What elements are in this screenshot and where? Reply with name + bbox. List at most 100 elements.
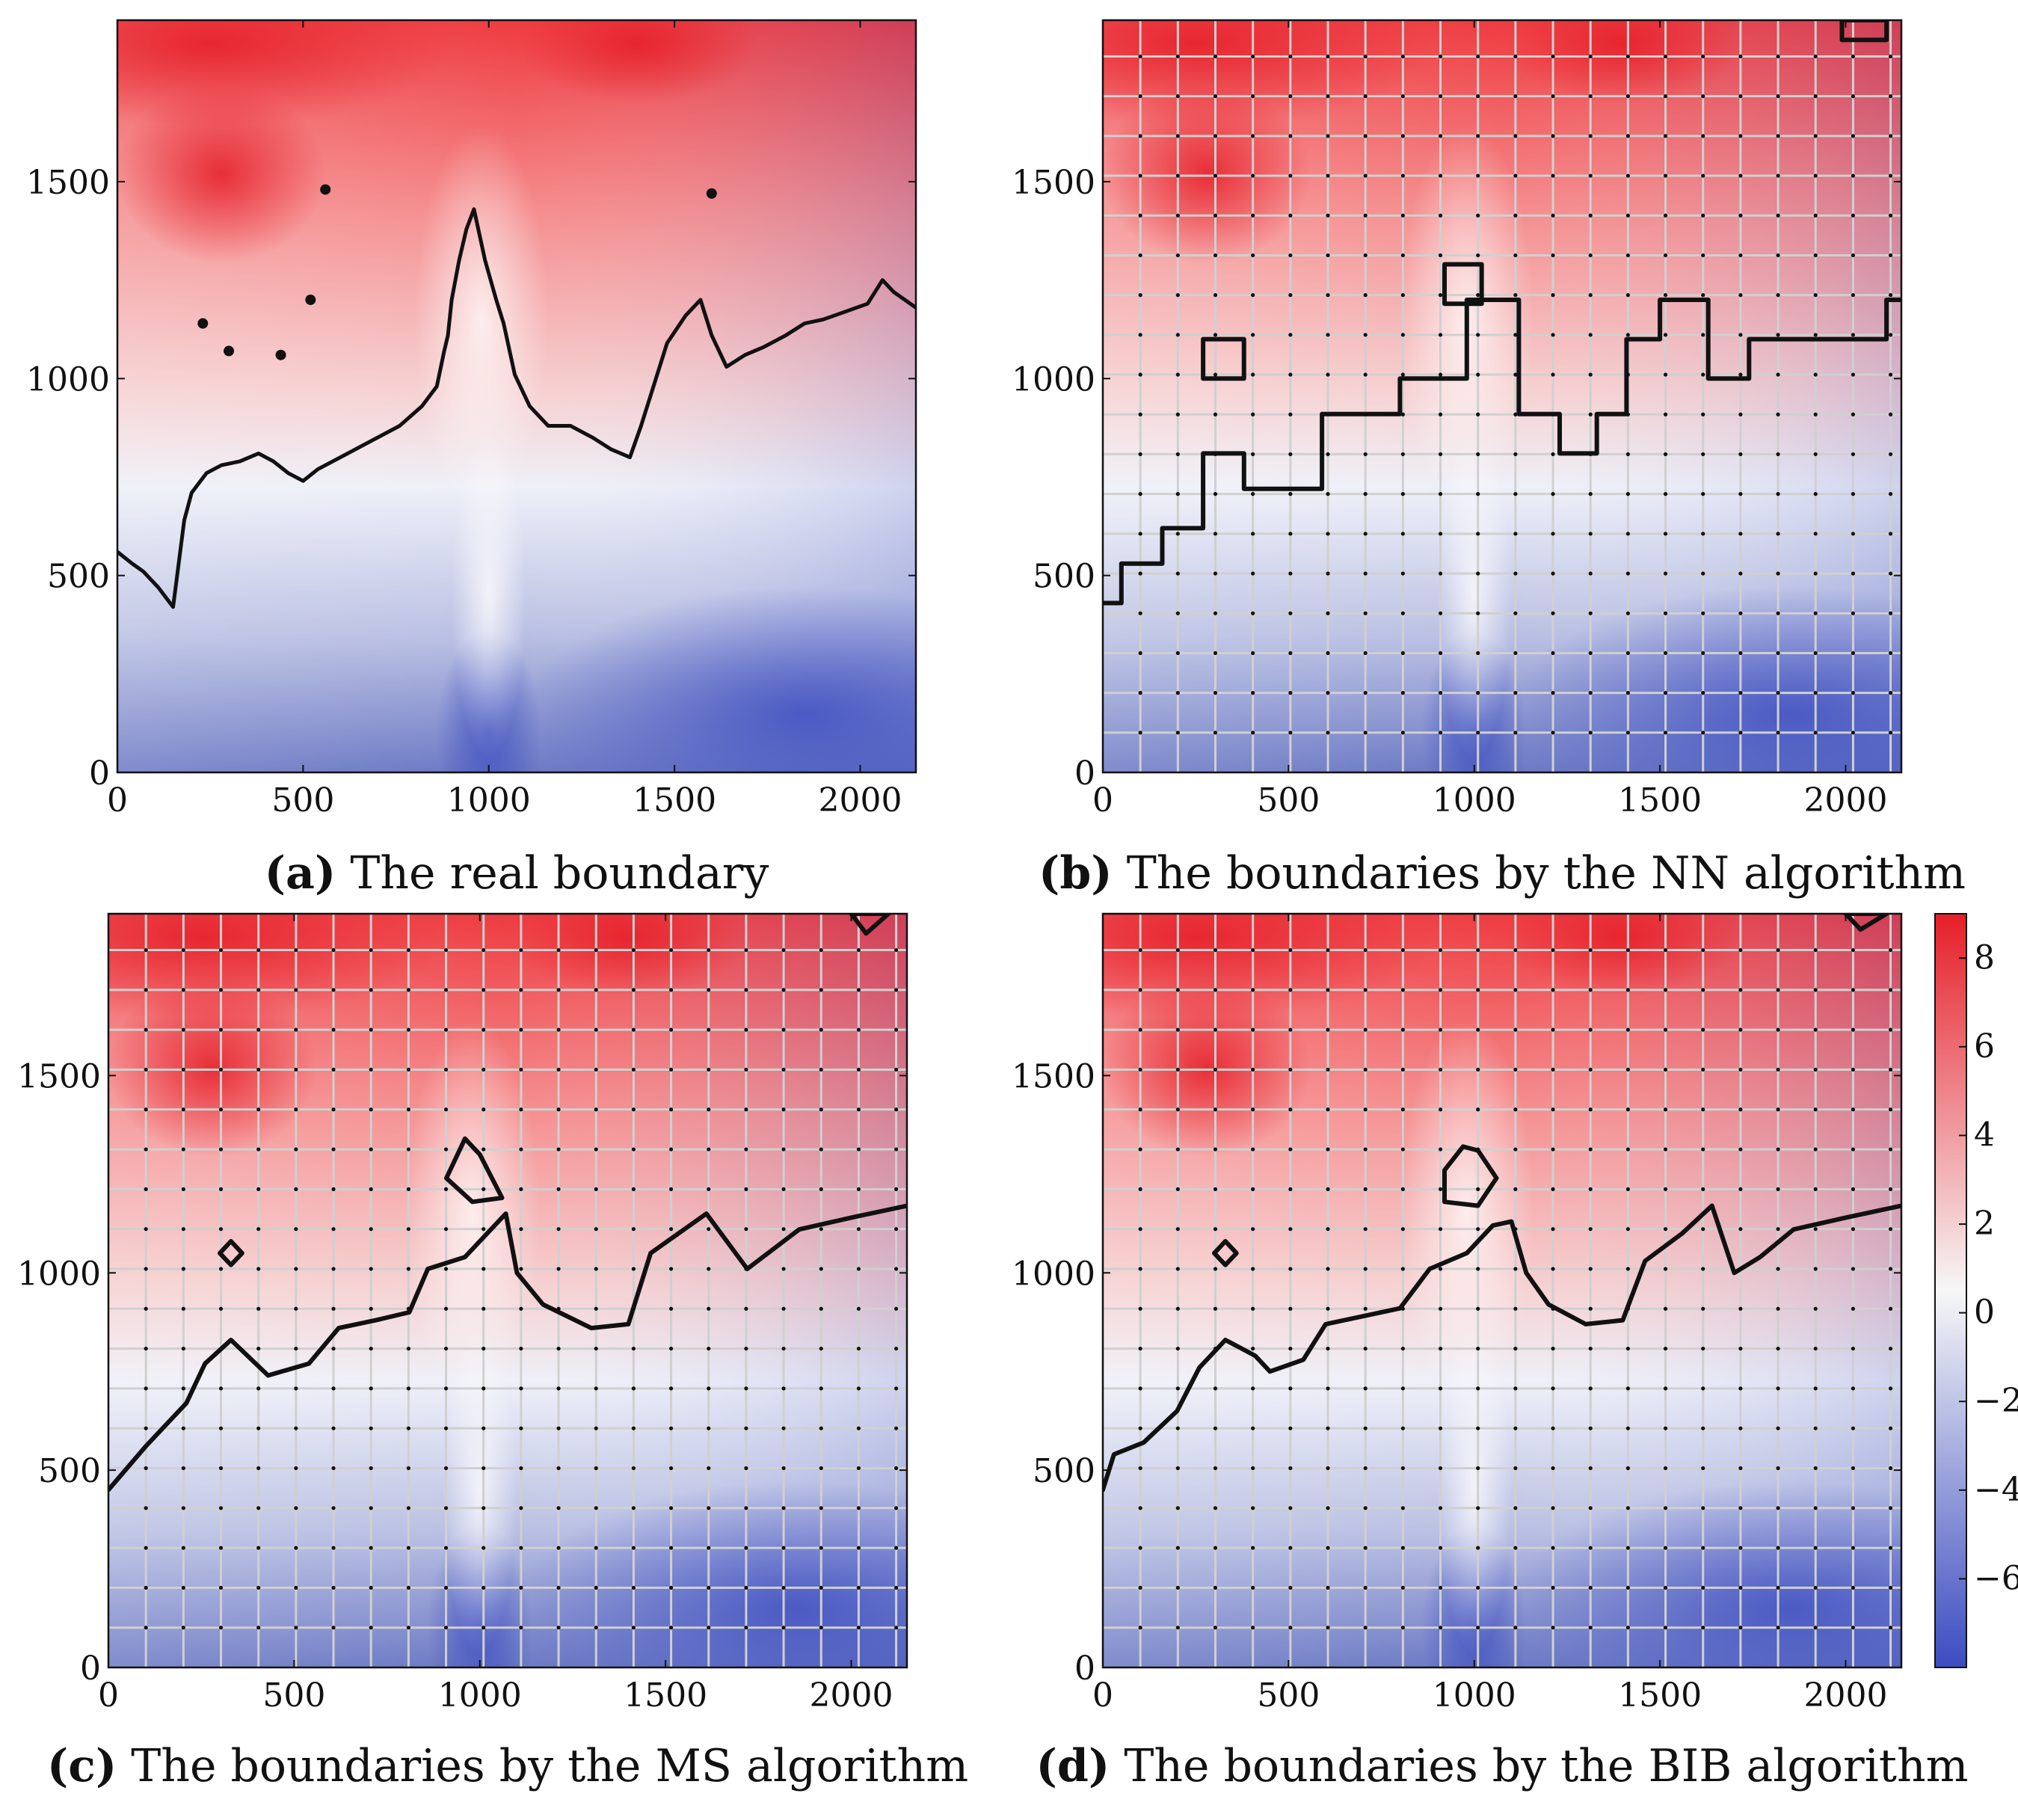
sample-point bbox=[406, 1227, 410, 1232]
sample-point bbox=[1138, 1306, 1142, 1311]
sample-point bbox=[181, 1585, 185, 1590]
sample-point bbox=[1363, 293, 1368, 298]
sample-point bbox=[1288, 611, 1293, 615]
sample-point bbox=[1513, 571, 1518, 576]
sample-point bbox=[1363, 1267, 1368, 1271]
sample-point bbox=[1288, 731, 1293, 735]
sample-point bbox=[744, 1386, 748, 1391]
y-tick-label: 500 bbox=[38, 1452, 101, 1490]
sample-point bbox=[1513, 1546, 1518, 1550]
sample-point bbox=[1476, 94, 1480, 99]
sample-point bbox=[1888, 731, 1893, 735]
sample-point bbox=[406, 1107, 410, 1112]
sample-point bbox=[1551, 1147, 1555, 1152]
sample-point bbox=[707, 1466, 711, 1471]
sample-point bbox=[1175, 651, 1180, 656]
sample-point bbox=[1625, 253, 1630, 258]
sample-point bbox=[1663, 134, 1668, 138]
sample-point bbox=[1213, 1546, 1218, 1550]
sample-point bbox=[1363, 611, 1368, 615]
sample-point bbox=[1288, 333, 1293, 337]
sample-point bbox=[1851, 412, 1856, 416]
sample-point bbox=[1588, 571, 1593, 576]
sample-point bbox=[856, 988, 861, 992]
sample-point bbox=[1776, 1147, 1780, 1152]
sample-point bbox=[406, 1267, 410, 1271]
x-tick-label: 2000 bbox=[1803, 1676, 1887, 1715]
sample-point bbox=[519, 1466, 523, 1471]
sample-point bbox=[1513, 54, 1518, 59]
sample-point bbox=[1513, 691, 1518, 695]
sample-point bbox=[1326, 293, 1330, 298]
sample-point bbox=[1138, 1585, 1142, 1590]
sample-point bbox=[1851, 1626, 1856, 1630]
sample-point bbox=[519, 1426, 523, 1430]
sample-point bbox=[781, 1346, 786, 1351]
sample-point bbox=[1326, 452, 1330, 457]
sample-point bbox=[1663, 1107, 1668, 1112]
sample-point bbox=[594, 1506, 598, 1510]
sample-point bbox=[1251, 1306, 1255, 1311]
boundary-island bbox=[320, 184, 331, 195]
boundary-loop bbox=[1442, 1144, 1499, 1208]
sample-point bbox=[1888, 412, 1893, 416]
sample-point bbox=[1776, 1506, 1780, 1510]
sample-point bbox=[1663, 1306, 1668, 1311]
sample-point bbox=[1888, 1346, 1893, 1351]
sample-point bbox=[1738, 611, 1743, 615]
hot-spot bbox=[108, 914, 449, 1020]
hot-spot bbox=[1503, 20, 1743, 104]
sample-point bbox=[1175, 412, 1180, 416]
sample-point bbox=[707, 1426, 711, 1430]
sample-point bbox=[1438, 988, 1443, 992]
sample-point bbox=[1476, 333, 1480, 337]
sample-point bbox=[893, 1067, 899, 1072]
sample-point bbox=[1813, 1386, 1818, 1391]
sample-point bbox=[1438, 1067, 1443, 1072]
sample-point bbox=[1738, 333, 1743, 337]
sample-point bbox=[181, 947, 185, 953]
sample-point bbox=[1625, 532, 1630, 536]
panel-caption: (b) The boundaries by the NN algorithm bbox=[1039, 847, 1966, 900]
sample-point bbox=[1813, 492, 1818, 496]
y-tick-label: 1000 bbox=[1012, 360, 1095, 399]
sample-point bbox=[144, 1346, 148, 1351]
sample-point bbox=[1851, 173, 1856, 178]
sample-point bbox=[1438, 1227, 1443, 1232]
sample-point bbox=[1663, 1426, 1668, 1430]
sample-point bbox=[556, 1626, 561, 1630]
sample-point bbox=[1588, 293, 1593, 298]
sample-point bbox=[294, 1187, 298, 1191]
sample-point bbox=[1326, 134, 1330, 138]
sample-point bbox=[1251, 54, 1255, 59]
sample-point bbox=[1175, 1067, 1180, 1072]
sample-point bbox=[893, 1147, 899, 1152]
colorbar-tick-label: 6 bbox=[1974, 1027, 1995, 1066]
boundary-loop bbox=[218, 1239, 244, 1267]
sample-point bbox=[1213, 1626, 1218, 1630]
sample-point bbox=[1513, 94, 1518, 99]
sample-point bbox=[631, 1346, 636, 1351]
sample-point bbox=[1588, 1506, 1593, 1510]
sample-point bbox=[1588, 611, 1593, 615]
sample-point bbox=[556, 1506, 561, 1510]
sample-point bbox=[406, 1426, 410, 1430]
sample-point bbox=[1251, 1227, 1255, 1232]
boundary-loop bbox=[849, 914, 891, 936]
sample-point bbox=[893, 1506, 899, 1510]
sample-point bbox=[1438, 94, 1443, 99]
sample-point bbox=[1813, 94, 1818, 99]
sample-point bbox=[781, 1227, 786, 1232]
sample-point bbox=[1476, 532, 1480, 536]
sample-point bbox=[1851, 611, 1856, 615]
boundary-box bbox=[1442, 262, 1484, 307]
sample-point bbox=[1213, 1067, 1218, 1072]
sample-point bbox=[707, 1626, 711, 1630]
x-tick-label: 1500 bbox=[1618, 1676, 1702, 1715]
sample-point bbox=[1138, 1546, 1142, 1550]
cold-spot bbox=[520, 586, 916, 772]
sample-point bbox=[1438, 333, 1443, 337]
sample-point bbox=[893, 1426, 899, 1430]
sample-point bbox=[1213, 1267, 1218, 1271]
sample-point bbox=[1513, 1306, 1518, 1311]
